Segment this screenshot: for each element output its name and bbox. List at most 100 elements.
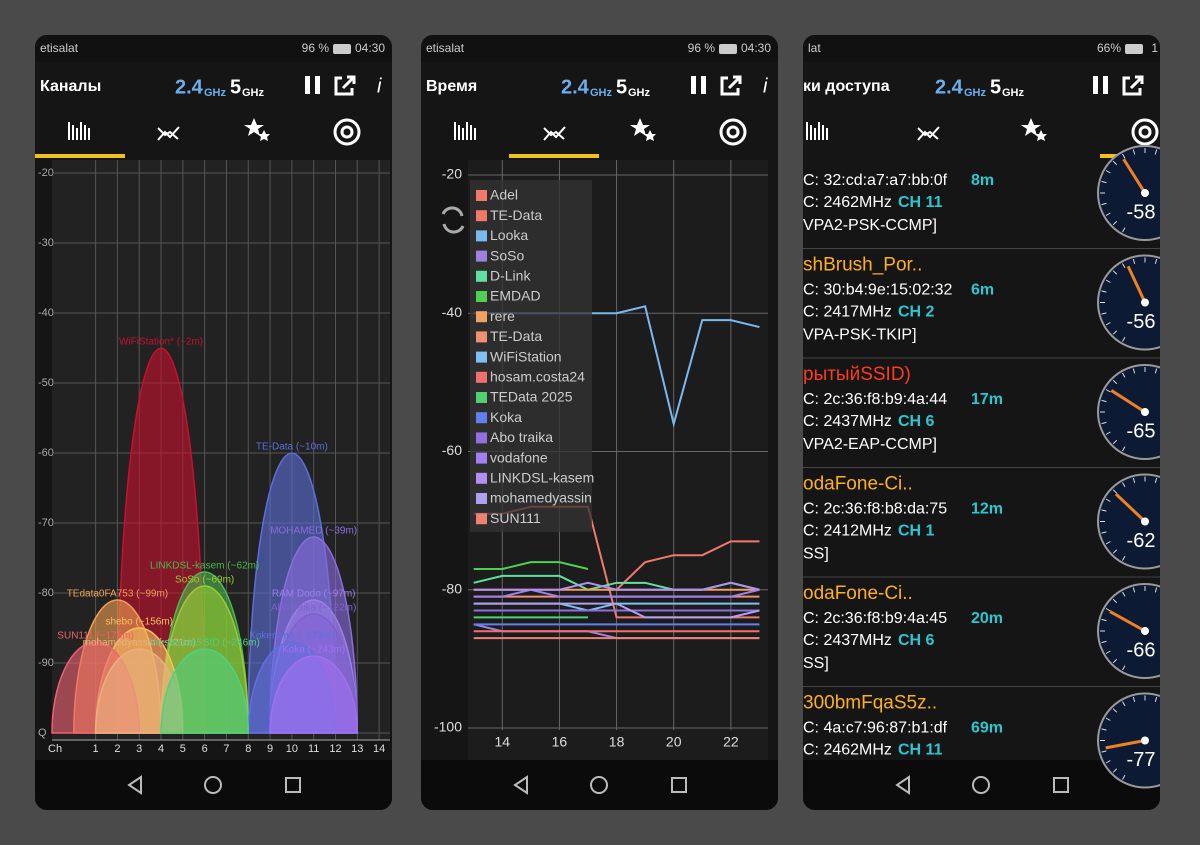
x-tick-label: 11 bbox=[308, 743, 319, 755]
x-tick-label: 10 bbox=[286, 743, 298, 755]
gauge-tick bbox=[1173, 271, 1177, 275]
x-tick-label: 16 bbox=[552, 734, 568, 750]
gauge-tick bbox=[1112, 768, 1118, 773]
pause-bar[interactable] bbox=[701, 76, 706, 94]
network-label: Kokenono (~173m) bbox=[249, 631, 334, 642]
gauge-hub bbox=[1141, 408, 1149, 416]
tab[interactable] bbox=[333, 118, 361, 146]
access-point-row[interactable]: рытыйSSID) C: 2c:36:f8:b9:4a:44 17m C: 2437… bbox=[803, 357, 1192, 460]
carrier: etisalat bbox=[40, 41, 79, 55]
gauge-tick bbox=[1180, 323, 1184, 326]
share-icon[interactable] bbox=[1122, 75, 1144, 96]
gauge-tick bbox=[1180, 171, 1184, 174]
tab[interactable] bbox=[157, 126, 180, 141]
ap-frequency: C: 2462MHz bbox=[803, 194, 892, 211]
pause-bar[interactable] bbox=[305, 76, 310, 94]
battery-icon bbox=[1125, 44, 1143, 54]
nav-back[interactable] bbox=[127, 775, 142, 795]
tab[interactable] bbox=[35, 122, 125, 158]
network-label: Abo traika (~122m) bbox=[271, 603, 356, 614]
gauge-tick bbox=[1165, 264, 1168, 268]
pause-bar[interactable] bbox=[1103, 76, 1108, 94]
access-point-row[interactable]: 300bmFqaS5z.. C: 4a:c7:96:87:b1:df 69m C: 2… bbox=[803, 686, 1192, 789]
pause-bar[interactable] bbox=[691, 76, 696, 94]
refresh-icon[interactable] bbox=[441, 206, 465, 234]
gauge-tick bbox=[1173, 599, 1177, 603]
gauge-tick bbox=[1101, 640, 1107, 644]
tab-bar bbox=[35, 112, 392, 158]
share-icon[interactable] bbox=[334, 75, 356, 96]
band-5[interactable]: 5 bbox=[990, 76, 1001, 98]
network-label: LINKDSL-kasem (~62m) bbox=[150, 561, 259, 572]
tab-icon bbox=[244, 118, 270, 141]
band-5[interactable]: 5 bbox=[616, 76, 627, 98]
access-point-row[interactable]: odaFone-Ci.. C: 2c:36:f8:b8:da:75 12m C: 24… bbox=[803, 467, 1192, 570]
band-5[interactable]: 5 bbox=[230, 76, 241, 98]
info-button[interactable]: i bbox=[377, 75, 382, 97]
band-2-4[interactable]: 2.4 bbox=[561, 76, 590, 98]
gauge-needle bbox=[1126, 265, 1147, 304]
gauge-tick bbox=[1154, 149, 1158, 155]
ap-channel: CH 2 bbox=[898, 304, 935, 321]
access-point-row[interactable]: odaFone-Ci.. C: 2c:36:f8:b9:4a:45 20m C: 24… bbox=[803, 576, 1192, 679]
nav-back[interactable] bbox=[895, 775, 910, 795]
y-tick-label: -80 bbox=[38, 587, 54, 599]
gauge-tick bbox=[1180, 542, 1184, 545]
tab[interactable] bbox=[917, 126, 940, 141]
tab[interactable] bbox=[630, 118, 656, 141]
gauge-value: -62 bbox=[1127, 530, 1156, 552]
share-icon[interactable] bbox=[720, 75, 742, 96]
pause-bar[interactable] bbox=[315, 76, 320, 94]
gauge-tick bbox=[1132, 477, 1136, 483]
access-point-row[interactable]: C: 32:cd:a7:a7:bb:0f 8m C: 2462MHz CH 11 VPA… bbox=[803, 145, 1192, 241]
gauge-tick bbox=[1154, 587, 1158, 593]
tab-icon bbox=[462, 128, 464, 140]
x-tick-label: 14 bbox=[494, 734, 510, 750]
gauge-tick bbox=[1112, 270, 1118, 275]
tab-bar bbox=[421, 112, 778, 158]
nav-home[interactable] bbox=[972, 776, 990, 794]
nav-recent[interactable] bbox=[1053, 777, 1069, 793]
x-tick-label: 22 bbox=[723, 734, 739, 750]
gauge-tick bbox=[1184, 181, 1189, 182]
band-2-4[interactable]: 2.4 bbox=[935, 76, 964, 98]
tab[interactable] bbox=[454, 122, 476, 140]
ap-distance: 20m bbox=[971, 610, 1003, 627]
tab-icon bbox=[806, 122, 808, 140]
tab[interactable] bbox=[806, 122, 828, 140]
network-curve bbox=[160, 648, 250, 734]
y-tick-label: -60 bbox=[38, 447, 54, 459]
gauge-tick bbox=[1122, 774, 1126, 780]
tab[interactable] bbox=[1021, 118, 1047, 141]
network-label: VersteckteSSID (~246m) bbox=[149, 638, 259, 649]
gauge-needle bbox=[1110, 389, 1146, 414]
clock: 04:30 bbox=[355, 41, 385, 55]
pause-bar[interactable] bbox=[1093, 76, 1098, 94]
gauge-tick bbox=[1154, 696, 1158, 702]
nav-back[interactable] bbox=[513, 775, 528, 795]
tab[interactable] bbox=[509, 126, 599, 158]
access-point-row[interactable]: shBrush_Por.. C: 30:b4:9e:15:02:32 6m C: 24… bbox=[803, 248, 1192, 351]
band-unit: GHz bbox=[590, 87, 613, 99]
nav-home[interactable] bbox=[204, 776, 222, 794]
gauge-tick bbox=[1184, 422, 1189, 423]
gauge-tick bbox=[1112, 708, 1118, 713]
gauge-tick bbox=[1180, 213, 1184, 216]
nav-recent[interactable] bbox=[671, 777, 687, 793]
band-2-4[interactable]: 2.4 bbox=[175, 76, 204, 98]
gauge-tick bbox=[1180, 651, 1184, 654]
x-tick-label: 13 bbox=[351, 743, 363, 755]
tab-indicator bbox=[509, 154, 599, 158]
gauge-tick bbox=[1101, 531, 1107, 534]
tab[interactable] bbox=[719, 118, 747, 146]
gauge-tick bbox=[1180, 390, 1184, 393]
gauge-tick bbox=[1173, 550, 1177, 554]
carrier: lat bbox=[808, 41, 821, 55]
nav-recent[interactable] bbox=[285, 777, 301, 793]
gauge-value: -65 bbox=[1127, 420, 1156, 442]
nav-home[interactable] bbox=[590, 776, 608, 794]
gauge-tick bbox=[1112, 598, 1118, 604]
tab[interactable] bbox=[244, 118, 270, 141]
info-button[interactable]: i bbox=[763, 75, 768, 97]
